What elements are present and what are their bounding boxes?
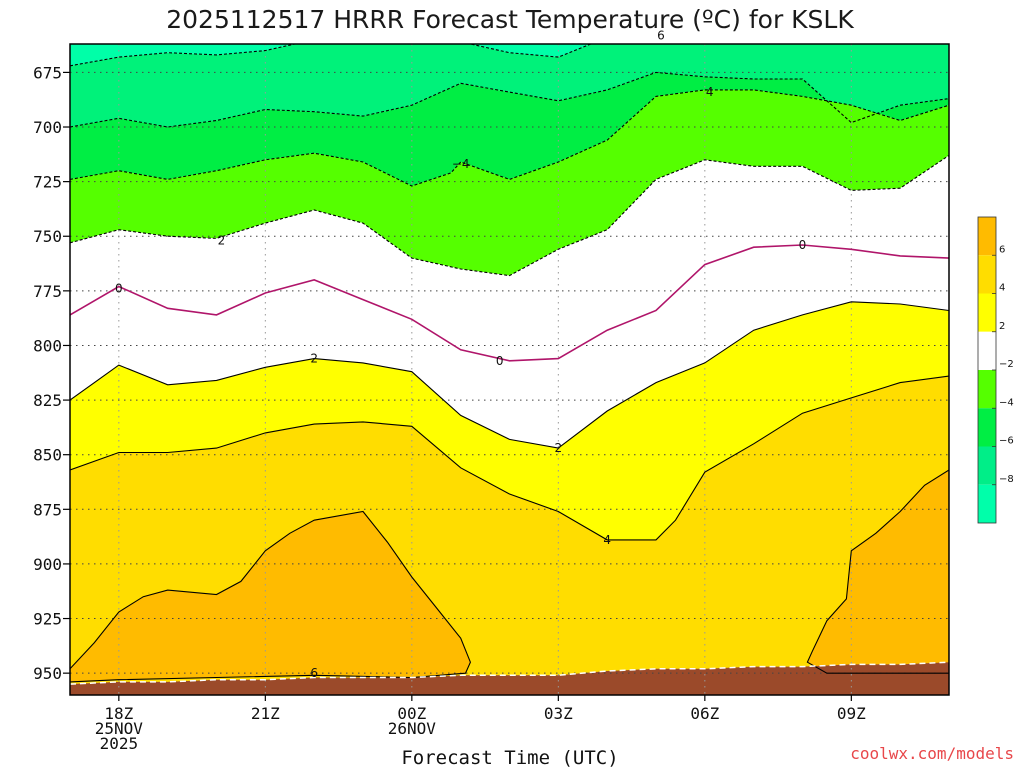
contour-line — [70, 301, 949, 449]
contour-label: 2 — [218, 234, 226, 248]
x-tick-label: 26NOV — [388, 719, 437, 738]
y-tick-label: 875 — [33, 500, 62, 519]
y-axis-ticks: 675 700 725 750 775 800 825 850 875 900 925 950 — [33, 63, 70, 683]
legend-label: −8 — [999, 474, 1014, 485]
contour-label: 2 — [555, 441, 563, 455]
contour-label: 2 — [310, 352, 318, 366]
ground-terrain — [70, 662, 949, 695]
y-tick-label: 900 — [33, 555, 62, 574]
color-legend: 6 4 2 −2 −4 −6 −8 — [977, 216, 1014, 524]
x-tick-label: 09Z — [837, 704, 866, 723]
contour-labels: 6 4 −4 2 0 0 0 2 2 4 6 — [115, 28, 807, 680]
contour-line — [70, 71, 949, 128]
temperature-fill-bands — [70, 44, 949, 695]
band-minus6-minus4 — [70, 72, 949, 186]
grid-lines — [70, 44, 949, 695]
contour-line — [70, 375, 949, 541]
contour-line — [70, 89, 949, 187]
y-tick-label: 675 — [33, 63, 62, 82]
plot-frame — [69, 43, 950, 696]
band-minus4-minus2 — [70, 89, 949, 276]
y-tick-label: 850 — [33, 446, 62, 465]
legend-swatch — [978, 217, 996, 256]
legend-swatch — [978, 484, 996, 523]
band-2-4 — [70, 301, 949, 540]
x-axis-label: Forecast Time (UTC) — [401, 747, 618, 768]
x-tick-label: 21Z — [251, 704, 280, 723]
legend-swatch — [978, 408, 996, 447]
contour-label: 0 — [496, 354, 504, 368]
contour-lines — [70, 44, 949, 685]
contour-label: 6 — [657, 28, 665, 42]
ground-edge-line — [70, 661, 949, 685]
legend-swatch — [978, 293, 996, 332]
legend-label: −2 — [999, 359, 1014, 370]
legend-swatch — [978, 370, 996, 409]
chart-title: 2025112517 HRRR Forecast Temperature (ºC… — [166, 5, 854, 34]
contour-label: 4 — [706, 85, 714, 99]
y-tick-label: 950 — [33, 664, 62, 683]
y-tick-label: 700 — [33, 118, 62, 137]
x-tick-label: 25NOV — [95, 719, 144, 738]
legend-label: −4 — [999, 397, 1014, 408]
y-tick-label: 750 — [33, 227, 62, 246]
x-tick-label: 18Z — [104, 704, 133, 723]
x-tick-label: 2025 — [100, 734, 139, 753]
legend-label: 2 — [999, 321, 1005, 332]
legend-swatch — [978, 446, 996, 485]
contour-label: −4 — [452, 157, 470, 171]
band-minus2-2 — [70, 155, 949, 449]
x-tick-label: 03Z — [544, 704, 573, 723]
contour-line — [70, 44, 593, 67]
x-tick-label: 06Z — [690, 704, 719, 723]
legend-label: 4 — [999, 283, 1005, 294]
contour-label: 0 — [799, 238, 807, 252]
y-tick-label: 725 — [33, 173, 62, 192]
contour-line — [70, 510, 471, 683]
legend-label: −6 — [999, 436, 1014, 447]
contour-line — [70, 154, 949, 277]
contour-label: 0 — [115, 282, 123, 296]
legend-swatch — [978, 255, 996, 294]
contour-line — [806, 469, 949, 674]
contour-label: 4 — [603, 533, 611, 547]
y-tick-label: 775 — [33, 282, 62, 301]
x-tick-label: 00Z — [397, 704, 426, 723]
contour-label: 6 — [310, 666, 318, 680]
y-tick-label: 825 — [33, 391, 62, 410]
band-below-minus8 — [70, 44, 591, 66]
legend-label: 6 — [999, 244, 1005, 255]
legend-swatch — [978, 331, 996, 370]
y-tick-label: 925 — [33, 610, 62, 629]
band-minus8-minus6 — [70, 44, 949, 127]
credit-text: coolwx.com/models — [850, 744, 1014, 763]
band-above-6-right — [807, 470, 949, 674]
y-tick-label: 800 — [33, 336, 62, 355]
band-above-6-left — [70, 511, 471, 682]
contour-line — [70, 244, 949, 362]
